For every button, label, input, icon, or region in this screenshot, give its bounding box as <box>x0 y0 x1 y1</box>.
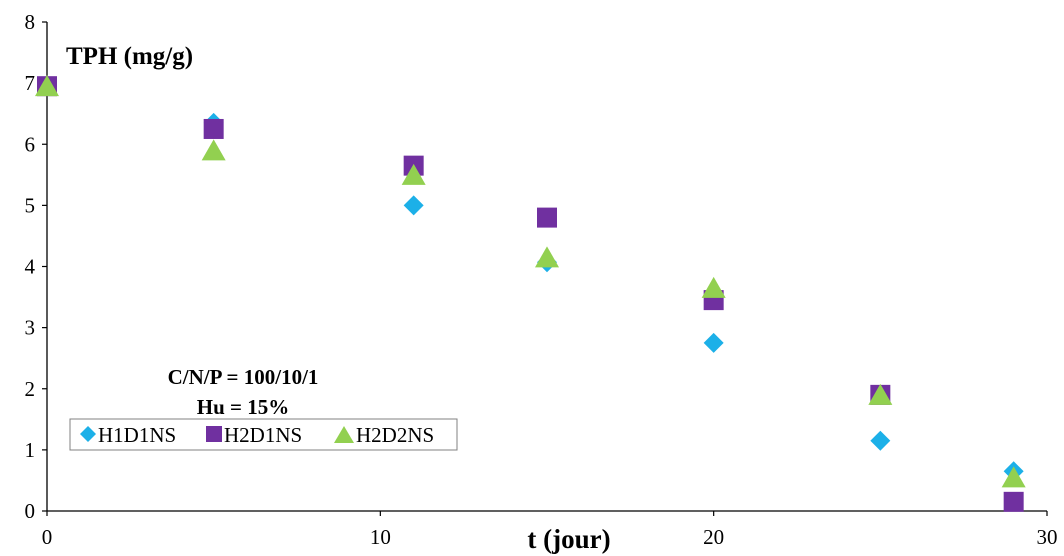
x-tick-label: 10 <box>370 525 391 549</box>
annotation-cnp: C/N/P = 100/10/1 <box>168 365 319 389</box>
y-tick-label: 8 <box>25 10 36 34</box>
y-tick-label: 1 <box>25 438 36 462</box>
point-h1d1ns-diamond <box>403 195 424 216</box>
y-tick-label: 7 <box>25 71 36 95</box>
y-axis-title: TPH (mg/g) <box>66 43 193 70</box>
legend-diamond-marker <box>80 426 96 442</box>
legend-triangle-marker <box>334 426 354 443</box>
y-tick-label: 3 <box>25 316 36 340</box>
data-points <box>35 75 1026 512</box>
point-h2d1ns-square <box>203 118 224 139</box>
y-tick-label: 6 <box>25 132 36 156</box>
annotation-hu: Hu = 15% <box>197 395 289 419</box>
y-tick-label: 5 <box>25 193 36 217</box>
point-h2d2ns-triangle <box>868 383 893 405</box>
legend-label-h2d2ns: H2D2NS <box>356 423 434 447</box>
legend-label-h2d1ns: H2D1NS <box>224 423 302 447</box>
legend: H1D1NS H2D1NS H2D2NS <box>69 418 458 451</box>
point-h1d1ns-diamond <box>870 430 891 451</box>
point-h2d2ns-triangle <box>701 276 726 298</box>
point-h2d2ns-triangle <box>35 75 59 97</box>
point-h2d2ns-triangle <box>535 246 559 268</box>
legend-square-marker <box>206 426 222 442</box>
point-h2d1ns-square <box>537 207 557 228</box>
point-h2d1ns-square <box>1003 491 1024 512</box>
point-h2d2ns-triangle <box>201 139 226 161</box>
y-tick-label: 0 <box>25 499 36 523</box>
x-tick-label: 20 <box>703 525 724 549</box>
legend-box <box>69 418 458 451</box>
point-h2d2ns-triangle <box>1001 466 1026 488</box>
y-tick-label: 4 <box>25 255 36 279</box>
point-h1d1ns-diamond <box>703 332 724 353</box>
tick-labels: 0 1 2 3 4 5 6 7 8 0 10 20 30 <box>25 10 1058 549</box>
x-tick-label: 30 <box>1037 525 1058 549</box>
y-tick-label: 2 <box>25 377 36 401</box>
point-h2d2ns-triangle <box>401 163 426 185</box>
legend-label-h1d1ns: H1D1NS <box>98 423 176 447</box>
x-axis-title: t (jour) <box>527 524 610 554</box>
axes <box>42 21 1048 516</box>
x-tick-label: 0 <box>42 525 53 549</box>
